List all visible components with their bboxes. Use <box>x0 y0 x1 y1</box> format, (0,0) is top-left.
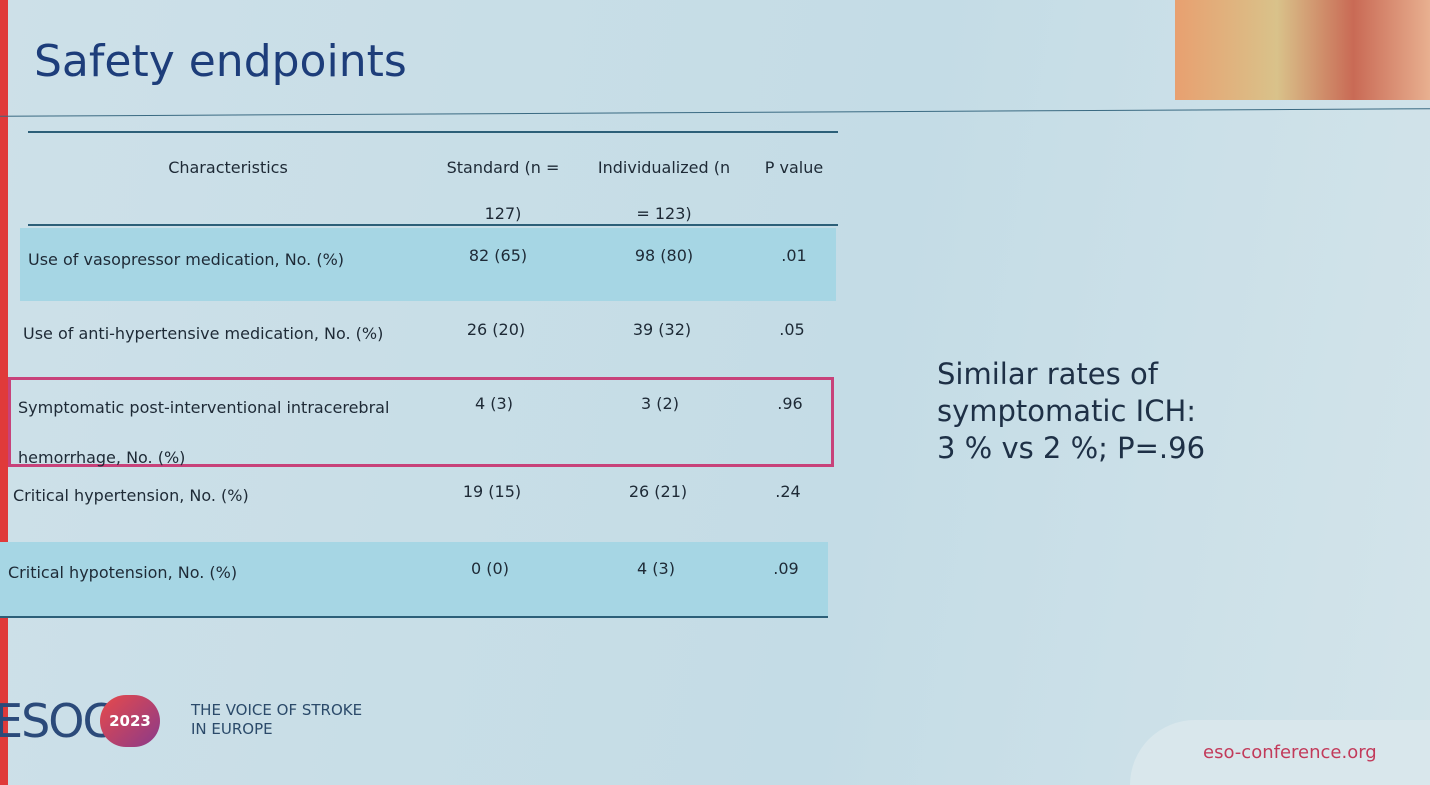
cell-value: 39 (32) <box>632 320 692 339</box>
cell-value: .01 <box>781 246 807 265</box>
cell-value: 0 (0) <box>471 559 509 578</box>
cell-value: 82 (65) <box>468 246 528 265</box>
row-label: Symptomatic post-interventional intracer… <box>18 398 390 417</box>
column-header: = 123) <box>636 204 692 223</box>
url-panel <box>1130 720 1430 785</box>
logo-year: 2023 <box>100 695 160 747</box>
highlight-box <box>8 377 834 467</box>
row-label: hemorrhage, No. (%) <box>18 448 186 467</box>
cell-value: .24 <box>775 482 801 501</box>
column-header: 127) <box>484 204 522 223</box>
column-header: P value <box>764 158 824 177</box>
tagline: THE VOICE OF STROKE IN EUROPE <box>191 701 362 739</box>
cell-value: 26 (20) <box>466 320 526 339</box>
column-header: Characteristics <box>168 158 288 177</box>
row-label: Use of vasopressor medication, No. (%) <box>28 250 345 269</box>
table-rule <box>28 224 838 226</box>
column-header: Individualized (n <box>597 158 731 177</box>
tagline-line: THE VOICE OF STROKE <box>191 701 363 719</box>
table-rule <box>28 131 838 133</box>
row-label: Critical hypertension, No. (%) <box>13 486 249 505</box>
cell-value: .05 <box>779 320 805 339</box>
column-header: Standard (n = <box>446 158 560 177</box>
title-rule <box>0 108 1430 117</box>
tagline-line: IN EUROPE <box>191 720 273 738</box>
url: eso-conference.org <box>1203 742 1377 763</box>
row-band <box>20 228 836 301</box>
cell-value: .96 <box>777 394 803 413</box>
cell-value: .09 <box>773 559 799 578</box>
row-band <box>0 542 828 617</box>
table-rule <box>0 616 828 618</box>
callout-line: 3 % vs 2 %; P=.96 <box>937 431 1206 465</box>
logo-text: ESOC <box>0 694 115 748</box>
callout: Similar rates of symptomatic ICH: 3 % vs 2… <box>937 356 1205 467</box>
city-banner <box>1175 0 1430 100</box>
cell-value: 19 (15) <box>462 482 522 501</box>
callout-line: Similar rates of <box>937 357 1158 391</box>
cell-value: 4 (3) <box>637 559 675 578</box>
slide-title: Safety endpoints <box>34 36 407 87</box>
cell-value: 4 (3) <box>475 394 513 413</box>
row-label: Use of anti-hypertensive medication, No.… <box>23 324 384 343</box>
callout-line: symptomatic ICH: <box>937 394 1197 428</box>
cell-value: 98 (80) <box>634 246 694 265</box>
row-label: Critical hypotension, No. (%) <box>8 563 238 582</box>
edge-strip <box>0 0 8 785</box>
cell-value: 3 (2) <box>641 394 679 413</box>
cell-value: 26 (21) <box>628 482 688 501</box>
